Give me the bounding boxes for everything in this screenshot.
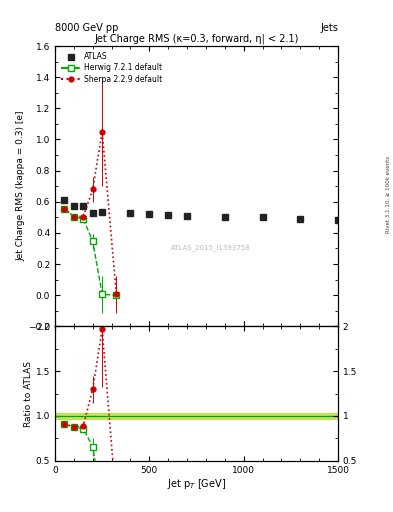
Y-axis label: Jet Charge RMS (kappa = 0.3) [e]: Jet Charge RMS (kappa = 0.3) [e] (17, 111, 26, 262)
Legend: ATLAS, Herwig 7.2.1 default, Sherpa 2.2.9 default: ATLAS, Herwig 7.2.1 default, Sherpa 2.2.… (59, 50, 165, 86)
Text: Jets: Jets (320, 23, 338, 33)
Text: Rivet 3.1.10, ≥ 100k events: Rivet 3.1.10, ≥ 100k events (386, 156, 391, 233)
Text: 8000 GeV pp: 8000 GeV pp (55, 23, 118, 33)
Title: Jet Charge RMS (κ=0.3, forward, η| < 2.1): Jet Charge RMS (κ=0.3, forward, η| < 2.1… (94, 34, 299, 45)
Text: ATLAS_2015_I1393758: ATLAS_2015_I1393758 (171, 244, 250, 251)
X-axis label: Jet p$_{T}$ [GeV]: Jet p$_{T}$ [GeV] (167, 477, 226, 492)
Bar (55, 413, 338, 419)
Y-axis label: Ratio to ATLAS: Ratio to ATLAS (24, 360, 33, 426)
